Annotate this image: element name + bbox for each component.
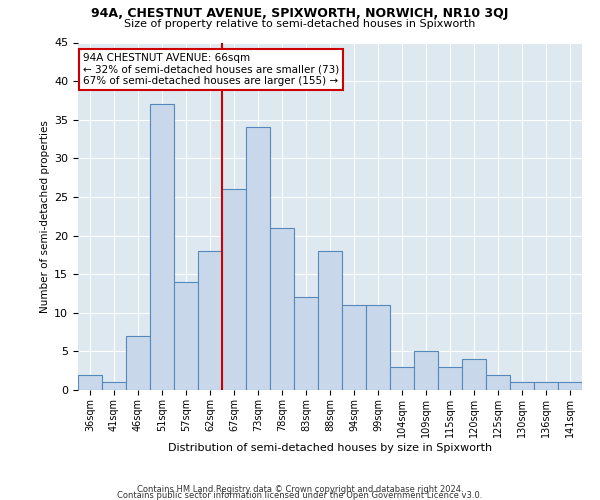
Bar bbox=[462, 359, 486, 390]
Bar bbox=[126, 336, 150, 390]
Bar bbox=[366, 305, 390, 390]
Bar bbox=[174, 282, 198, 390]
Bar bbox=[102, 382, 126, 390]
Text: Size of property relative to semi-detached houses in Spixworth: Size of property relative to semi-detach… bbox=[124, 19, 476, 29]
Bar bbox=[294, 298, 318, 390]
Text: Contains public sector information licensed under the Open Government Licence v3: Contains public sector information licen… bbox=[118, 490, 482, 500]
Bar bbox=[318, 251, 342, 390]
Bar bbox=[438, 367, 462, 390]
Bar bbox=[222, 189, 246, 390]
Bar bbox=[78, 374, 102, 390]
Text: 94A CHESTNUT AVENUE: 66sqm
← 32% of semi-detached houses are smaller (73)
67% of: 94A CHESTNUT AVENUE: 66sqm ← 32% of semi… bbox=[83, 53, 339, 86]
Bar bbox=[558, 382, 582, 390]
Bar bbox=[414, 352, 438, 390]
Bar bbox=[270, 228, 294, 390]
Y-axis label: Number of semi-detached properties: Number of semi-detached properties bbox=[40, 120, 50, 312]
Bar bbox=[390, 367, 414, 390]
Bar bbox=[246, 128, 270, 390]
Bar bbox=[486, 374, 510, 390]
Bar bbox=[510, 382, 534, 390]
Bar bbox=[534, 382, 558, 390]
Text: 94A, CHESTNUT AVENUE, SPIXWORTH, NORWICH, NR10 3QJ: 94A, CHESTNUT AVENUE, SPIXWORTH, NORWICH… bbox=[91, 8, 509, 20]
X-axis label: Distribution of semi-detached houses by size in Spixworth: Distribution of semi-detached houses by … bbox=[168, 442, 492, 452]
Bar bbox=[342, 305, 366, 390]
Bar bbox=[198, 251, 222, 390]
Text: Contains HM Land Registry data © Crown copyright and database right 2024.: Contains HM Land Registry data © Crown c… bbox=[137, 485, 463, 494]
Bar bbox=[150, 104, 174, 390]
